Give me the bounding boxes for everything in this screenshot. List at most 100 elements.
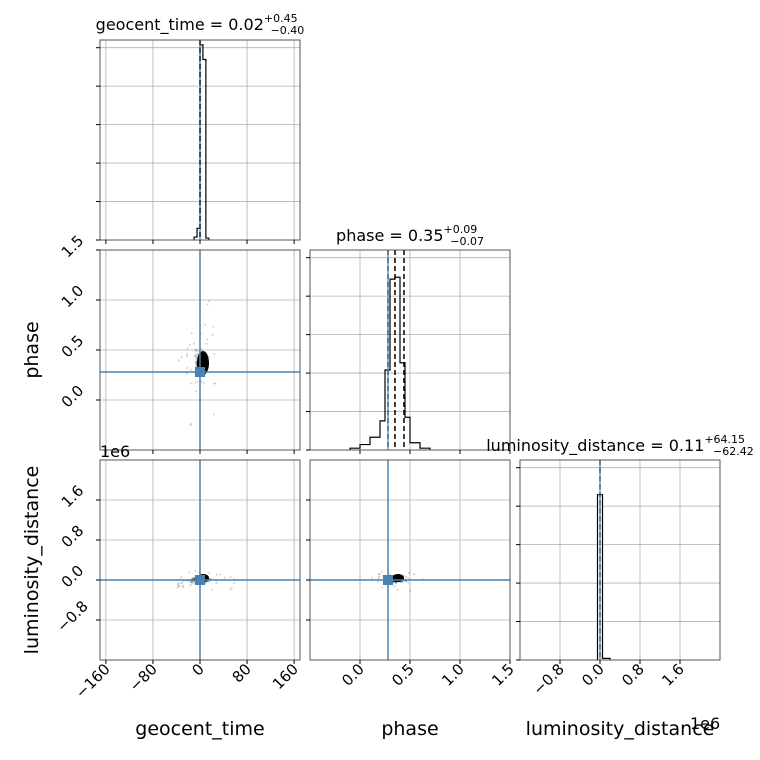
sample-point (376, 580, 379, 583)
panel-luminosity_distance-luminosity_distance: −0.8 0.0 0.8 1.6 (516, 459, 721, 699)
sample-point (188, 584, 191, 587)
sample-point (211, 333, 214, 336)
sample-point (186, 355, 189, 358)
xlabel-phase: phase (381, 718, 438, 740)
panel-phase-phase (306, 249, 511, 454)
x-tick-label: −0.8 (529, 660, 567, 698)
sample-point (193, 576, 196, 579)
x-tick-label: 1.6 (658, 660, 688, 690)
sample-point (195, 360, 198, 363)
sample-point (195, 390, 198, 393)
sample-point (215, 580, 218, 583)
sample-point (189, 580, 192, 583)
title-luminosity-distance: luminosity_distance = 0.11+64.15 −62.42 (486, 433, 754, 458)
sample-point (207, 300, 210, 303)
sample-point (208, 355, 211, 358)
sample-point (194, 350, 197, 353)
sample-point (407, 577, 410, 580)
x-tick-label: 0.0 (338, 660, 368, 690)
sample-point (192, 342, 195, 345)
sample-point (195, 360, 198, 363)
sample-point (190, 368, 193, 371)
sample-point (185, 372, 188, 375)
sample-point (189, 343, 192, 346)
sample-point (195, 361, 198, 364)
y-tick-label: 1.5 (58, 232, 88, 262)
histogram-geocent_time (193, 44, 210, 240)
title-phase: phase = 0.35+0.09 −0.07 (336, 223, 484, 248)
sample-point (202, 381, 205, 384)
sample-point (177, 582, 180, 585)
sample-point (176, 583, 179, 586)
sample-point (230, 586, 233, 589)
sample-point (208, 571, 211, 574)
sample-point (200, 349, 203, 352)
x-tick-label: 0.5 (388, 660, 418, 690)
truth-marker (383, 575, 393, 585)
sample-point (192, 581, 195, 584)
sample-point (233, 581, 236, 584)
sample-point (195, 348, 198, 351)
sample-point (179, 582, 182, 585)
x-tick-label: 160 (269, 660, 302, 693)
sample-point (229, 576, 232, 579)
sample-point (195, 348, 198, 351)
sample-point (210, 588, 213, 591)
sample-point (177, 585, 180, 588)
ylabel-luminosity-distance: luminosity_distance (21, 466, 43, 655)
sample-point (409, 589, 412, 592)
sample-point (404, 576, 407, 579)
x-tick-label: 80 (229, 660, 255, 686)
truth-marker (195, 367, 205, 377)
y-tick-label: 1.6 (58, 482, 88, 512)
sample-point (223, 576, 226, 579)
sample-point (381, 586, 384, 589)
sample-point (181, 581, 184, 584)
sample-point (377, 577, 380, 580)
sample-point (189, 424, 192, 427)
ylabel-phase: phase (21, 321, 43, 378)
density-core (392, 574, 404, 582)
sample-point (395, 581, 398, 584)
sample-point (190, 422, 193, 425)
panel-frame (519, 459, 721, 661)
sample-point (181, 584, 184, 587)
sample-point (191, 577, 194, 580)
sample-point (378, 572, 381, 575)
sample-point (193, 355, 196, 358)
sample-point (186, 347, 189, 350)
sample-point (178, 359, 181, 362)
sample-point (407, 581, 410, 584)
x-tick-label: 1.0 (438, 660, 468, 690)
panel-phase-luminosity_distance: 0.0 0.5 1.0 1.5 (306, 459, 518, 690)
sample-point (194, 357, 197, 360)
sample-point (213, 353, 216, 356)
sample-point (401, 581, 404, 584)
sample-point (190, 332, 193, 335)
sample-point (392, 581, 395, 584)
histogram-phase (349, 276, 431, 450)
title-geocent-time: geocent_time = 0.02+0.45 −0.40 (96, 12, 305, 37)
panel-geocent_time-geocent_time (96, 39, 301, 244)
y-tick-label: 1.0 (58, 282, 88, 312)
sample-point (377, 573, 380, 576)
offset-label-x-distance: 1e6 (690, 714, 720, 733)
x-tick-label: −80 (126, 660, 161, 695)
sample-point (176, 586, 179, 589)
sample-point (194, 361, 197, 364)
y-tick-label: 0.0 (58, 382, 88, 412)
offset-label-y-distance: 1e6 (100, 442, 130, 461)
sample-point (180, 576, 183, 579)
sample-point (214, 382, 217, 385)
sample-point (205, 342, 208, 345)
sample-point (401, 580, 404, 583)
sample-point (190, 581, 193, 584)
sample-point (182, 586, 185, 589)
panel-geocent_time-phase: 0.0 0.5 1.0 1.5 (58, 232, 301, 454)
sample-point (395, 582, 398, 585)
panels: 0.0 0.5 1.0 1.5 −160 −80 0 80 160 −0.8 0.0 0.8 1.6 0.… (53, 39, 721, 702)
sample-point (178, 584, 181, 587)
sample-point (229, 588, 232, 591)
y-tick-label: 0.5 (58, 332, 88, 362)
